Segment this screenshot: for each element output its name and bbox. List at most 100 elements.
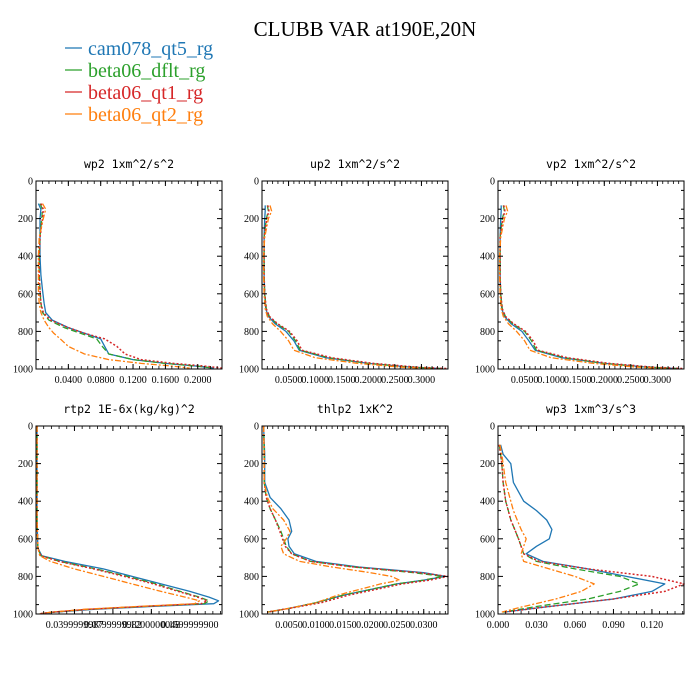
y-tick-label: 800	[480, 572, 495, 583]
x-tick-label: 0.0399999987	[46, 620, 104, 631]
x-tick-label: 0.1200000048	[123, 620, 181, 631]
subplot: rtp2 1E-6x(kg/kg)^2 0 200 400 600 800 1000 0.03…	[13, 402, 223, 631]
y-tick-label: 800	[244, 572, 259, 583]
y-tick-label: 600	[18, 534, 33, 545]
series-line	[262, 425, 401, 613]
legend: cam078_qt5_rg beta06_dflt_rg beta06_qt1_…	[65, 38, 213, 126]
series-line	[36, 426, 220, 615]
x-tick-label: 0.2000	[184, 375, 212, 386]
series-line	[499, 444, 595, 613]
series-line	[499, 205, 685, 370]
x-tick-label: 0.3000	[644, 375, 672, 386]
x-tick-label: 0.0050	[275, 620, 303, 631]
subplot-title: wp2 1xm^2/s^2	[84, 157, 174, 171]
x-tick-label: 0.2500	[381, 375, 409, 386]
series-line	[36, 426, 201, 615]
x-tick-label: 0.0200	[356, 620, 384, 631]
series-line	[36, 426, 208, 615]
legend-label: beta06_qt2_rg	[88, 104, 203, 126]
y-tick-label: 600	[480, 534, 495, 545]
y-tick-label: 400	[18, 497, 33, 508]
legend-item: beta06_dflt_rg	[65, 60, 205, 82]
subplot-title: wp3 1xm^3/s^3	[546, 402, 636, 416]
series-line	[262, 425, 449, 613]
subplot-title: thlp2 1xK^2	[317, 402, 393, 416]
y-tick-label: 400	[244, 497, 259, 508]
x-tick-label: 0.2500	[617, 375, 645, 386]
y-tick-label: 1000	[13, 610, 33, 621]
plot-frame	[497, 180, 685, 370]
x-tick-label: 0.0799999982	[84, 620, 142, 631]
x-tick-label: 0.1500	[564, 375, 592, 386]
x-tick-label: 0.090	[602, 620, 625, 631]
x-tick-label: 0.060	[564, 620, 587, 631]
series-line	[498, 205, 669, 370]
y-tick-label: 800	[244, 327, 259, 338]
plot-frame	[261, 425, 449, 615]
plot-frame	[35, 425, 223, 615]
legend-item: beta06_qt2_rg	[65, 104, 203, 126]
series-line	[38, 203, 214, 369]
x-tick-label: 0.000	[487, 620, 510, 631]
y-tick-label: 800	[18, 327, 33, 338]
y-tick-label: 400	[18, 252, 33, 263]
y-tick-label: 200	[480, 459, 495, 470]
figure-title: CLUBB VAR at190E,20N	[254, 17, 477, 41]
x-tick-label: 0.0150	[329, 620, 357, 631]
subplot: thlp2 1xK^2 0 200 400 600 800 1000 0.0050 0.0100…	[239, 402, 449, 631]
x-tick-label: 0.2000	[591, 375, 619, 386]
x-tick-label: 0.0800	[87, 375, 115, 386]
y-tick-label: 1000	[13, 365, 33, 376]
panel-grid: wp2 1xm^2/s^2 0 200 400 600 800 1000 0.0400 0.08…	[13, 157, 685, 631]
y-tick-label: 1000	[475, 365, 495, 376]
x-tick-label: 0.0100	[302, 620, 330, 631]
x-tick-label: 0.1599999900	[161, 620, 219, 631]
plot-frame	[261, 180, 449, 370]
y-tick-label: 1000	[239, 610, 259, 621]
subplot: vp2 1xm^2/s^2 0 200 400 600 800 1000 0.0500 0.10…	[475, 157, 685, 386]
x-tick-label: 0.0500	[511, 375, 539, 386]
x-tick-label: 0.030	[525, 620, 548, 631]
legend-item: beta06_qt1_rg	[65, 82, 203, 104]
y-tick-label: 0	[28, 422, 33, 433]
y-tick-label: 200	[18, 214, 33, 225]
series-line	[36, 426, 210, 615]
x-tick-label: 0.0250	[383, 620, 411, 631]
y-tick-label: 0	[490, 422, 495, 433]
legend-item: cam078_qt5_rg	[65, 38, 213, 60]
series-line	[262, 425, 446, 613]
y-tick-label: 400	[244, 252, 259, 263]
series-line	[499, 444, 666, 613]
y-tick-label: 600	[244, 534, 259, 545]
subplot-title: up2 1xm^2/s^2	[310, 157, 400, 171]
series-line	[262, 425, 444, 613]
y-tick-label: 600	[18, 289, 33, 300]
y-tick-label: 1000	[475, 610, 495, 621]
y-tick-label: 200	[244, 214, 259, 225]
series-line	[37, 203, 214, 369]
x-tick-label: 0.0300	[410, 620, 438, 631]
x-tick-label: 0.0400	[55, 375, 83, 386]
y-tick-label: 200	[244, 459, 259, 470]
subplot: wp2 1xm^2/s^2 0 200 400 600 800 1000 0.0400 0.08…	[13, 157, 223, 386]
y-tick-label: 400	[480, 497, 495, 508]
x-tick-label: 0.2000	[355, 375, 383, 386]
series-line	[498, 444, 685, 613]
y-tick-label: 0	[28, 177, 33, 188]
x-tick-label: 0.0500	[275, 375, 303, 386]
x-tick-label: 0.1600	[152, 375, 180, 386]
series-line	[38, 203, 223, 369]
x-tick-label: 0.3000	[408, 375, 436, 386]
x-tick-label: 0.1500	[328, 375, 356, 386]
series-line	[263, 205, 449, 370]
x-tick-label: 0.1000	[301, 375, 329, 386]
x-tick-label: 0.1200	[119, 375, 147, 386]
y-tick-label: 200	[480, 214, 495, 225]
y-tick-label: 600	[244, 289, 259, 300]
y-tick-label: 200	[18, 459, 33, 470]
subplot-title: rtp2 1E-6x(kg/kg)^2	[63, 402, 195, 416]
y-tick-label: 800	[18, 572, 33, 583]
subplot: up2 1xm^2/s^2 0 200 400 600 800 1000 0.0500 0.10…	[239, 157, 449, 386]
y-tick-label: 600	[480, 289, 495, 300]
x-tick-label: 0.1000	[537, 375, 565, 386]
